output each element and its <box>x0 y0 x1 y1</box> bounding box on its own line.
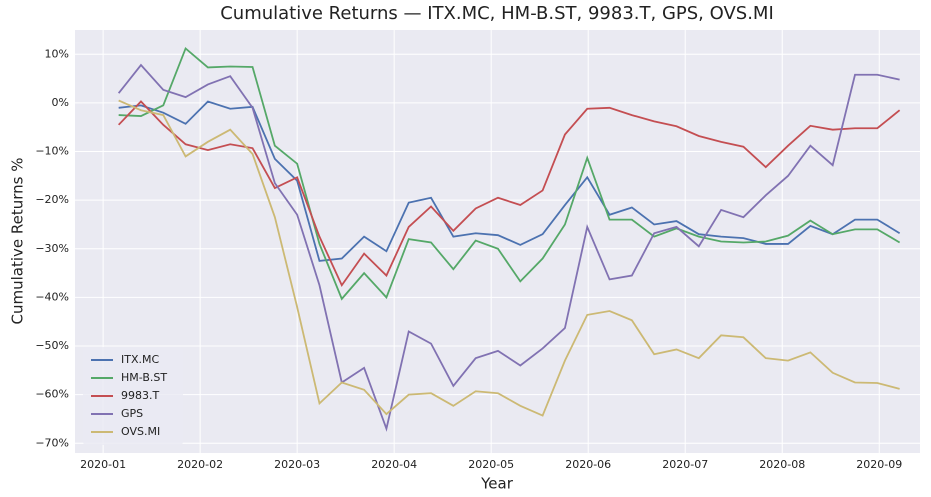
y-tick-label: −50% <box>35 339 69 352</box>
x-tick-label: 2020-06 <box>565 458 611 471</box>
y-tick-label: −20% <box>35 193 69 206</box>
x-tick-label: 2020-09 <box>856 458 902 471</box>
y-tick-label: −10% <box>35 145 69 158</box>
x-axis-label: Year <box>480 475 514 493</box>
x-tick-label: 2020-07 <box>662 458 708 471</box>
line-series <box>118 46 901 301</box>
x-tick-label: 2020-04 <box>371 458 417 471</box>
y-tick-label: 0% <box>52 96 69 109</box>
chart-title: Cumulative Returns — ITX.MC, HM-B.ST, 99… <box>220 3 774 24</box>
x-tick-label: 2020-08 <box>759 458 805 471</box>
legend-box <box>83 347 183 445</box>
legend-label: OVS.MI <box>121 425 160 438</box>
x-tick-label: 2020-02 <box>177 458 223 471</box>
y-tick-label: −60% <box>35 388 69 401</box>
plot-area <box>75 30 920 453</box>
line-series <box>118 100 901 262</box>
legend-label: HM-B.ST <box>121 371 167 384</box>
legend-label: GPS <box>121 407 143 420</box>
y-tick-label: −70% <box>35 436 69 449</box>
x-tick-label: 2020-01 <box>80 458 126 471</box>
line-series <box>117 63 900 432</box>
x-tick-label: 2020-03 <box>274 458 320 471</box>
legend-label: 9983.T <box>121 389 159 402</box>
line-series <box>118 99 900 417</box>
y-tick-label: 10% <box>45 47 69 60</box>
line-series <box>118 100 901 288</box>
y-tick-label: −30% <box>35 242 69 255</box>
x-tick-label: 2020-05 <box>468 458 514 471</box>
legend-label: ITX.MC <box>121 353 159 366</box>
y-tick-label: −40% <box>35 290 69 303</box>
y-axis-label: Cumulative Returns % <box>9 158 27 325</box>
